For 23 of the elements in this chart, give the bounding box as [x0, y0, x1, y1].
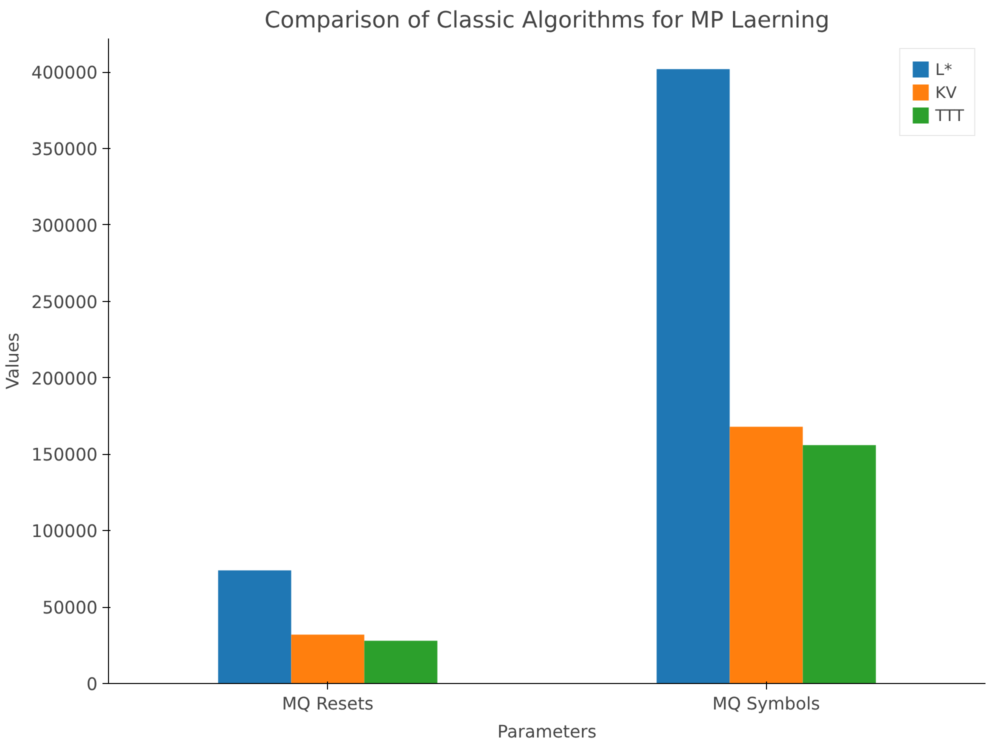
chart-title: Comparison of Classic Algorithms for MP Laerning: [264, 8, 830, 34]
y-tick-label: 250000: [31, 292, 98, 313]
bar: [656, 69, 730, 684]
y-tick-label: 350000: [31, 140, 98, 160]
y-tick-label: 150000: [31, 446, 98, 466]
x-axis-title: Parameters: [497, 722, 597, 742]
bar: [730, 426, 803, 684]
legend-label: TTT: [935, 106, 964, 124]
legend-label: KV: [935, 82, 957, 102]
legend-label: L*: [935, 60, 954, 78]
bar: [364, 640, 438, 684]
bar: [218, 570, 292, 684]
y-tick-label: 200000: [31, 369, 98, 390]
x-tick-label: MQ Resets: [282, 694, 374, 714]
bar: [802, 445, 876, 684]
y-tick-label: 400000: [31, 64, 98, 84]
x-tick-label: MQ Symbols: [712, 694, 820, 714]
y-tick-label: 300000: [31, 216, 98, 236]
y-axis-title: Values: [3, 332, 24, 390]
y-tick-label: 100000: [31, 522, 98, 542]
y-tick-label: 0: [86, 675, 98, 695]
bar: [291, 634, 364, 684]
y-tick-label: 50000: [42, 598, 98, 619]
